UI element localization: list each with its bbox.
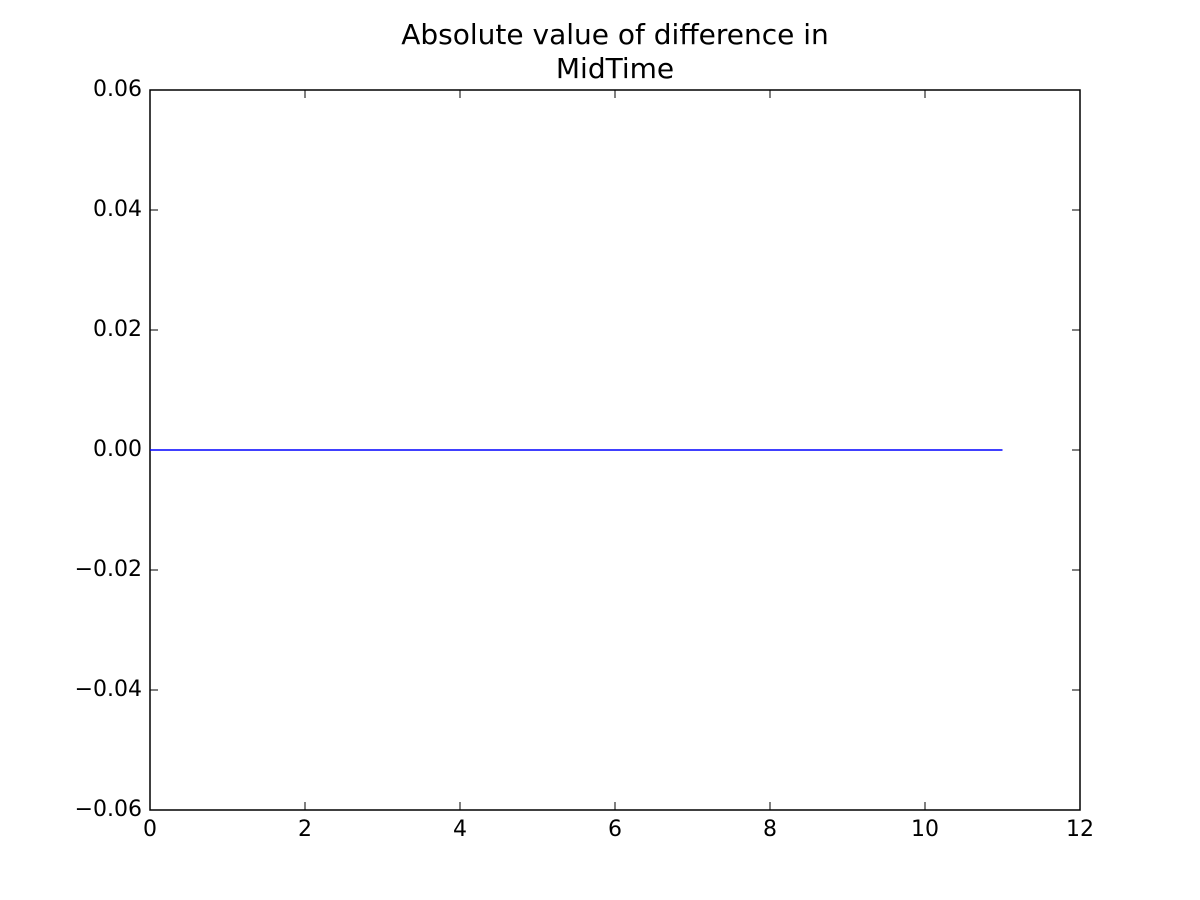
x-tick-label: 8 xyxy=(763,817,777,842)
y-tick-label: 0.00 xyxy=(93,437,142,462)
x-tick-label: 10 xyxy=(911,817,939,842)
y-tick-label: 0.04 xyxy=(93,197,142,222)
chart-title: Absolute value of difference in MidTime xyxy=(401,18,829,85)
y-tick-label: −0.06 xyxy=(75,797,142,822)
x-tick-label: 2 xyxy=(298,817,312,842)
x-tick-label: 12 xyxy=(1066,817,1094,842)
y-tick-label: −0.04 xyxy=(75,677,142,702)
x-tick-label: 6 xyxy=(608,817,622,842)
x-tick-label: 0 xyxy=(143,817,157,842)
x-tick-label: 4 xyxy=(453,817,467,842)
y-tick-label: 0.06 xyxy=(93,77,142,102)
y-tick-label: −0.02 xyxy=(75,557,142,582)
y-tick-label: 0.02 xyxy=(93,317,142,342)
